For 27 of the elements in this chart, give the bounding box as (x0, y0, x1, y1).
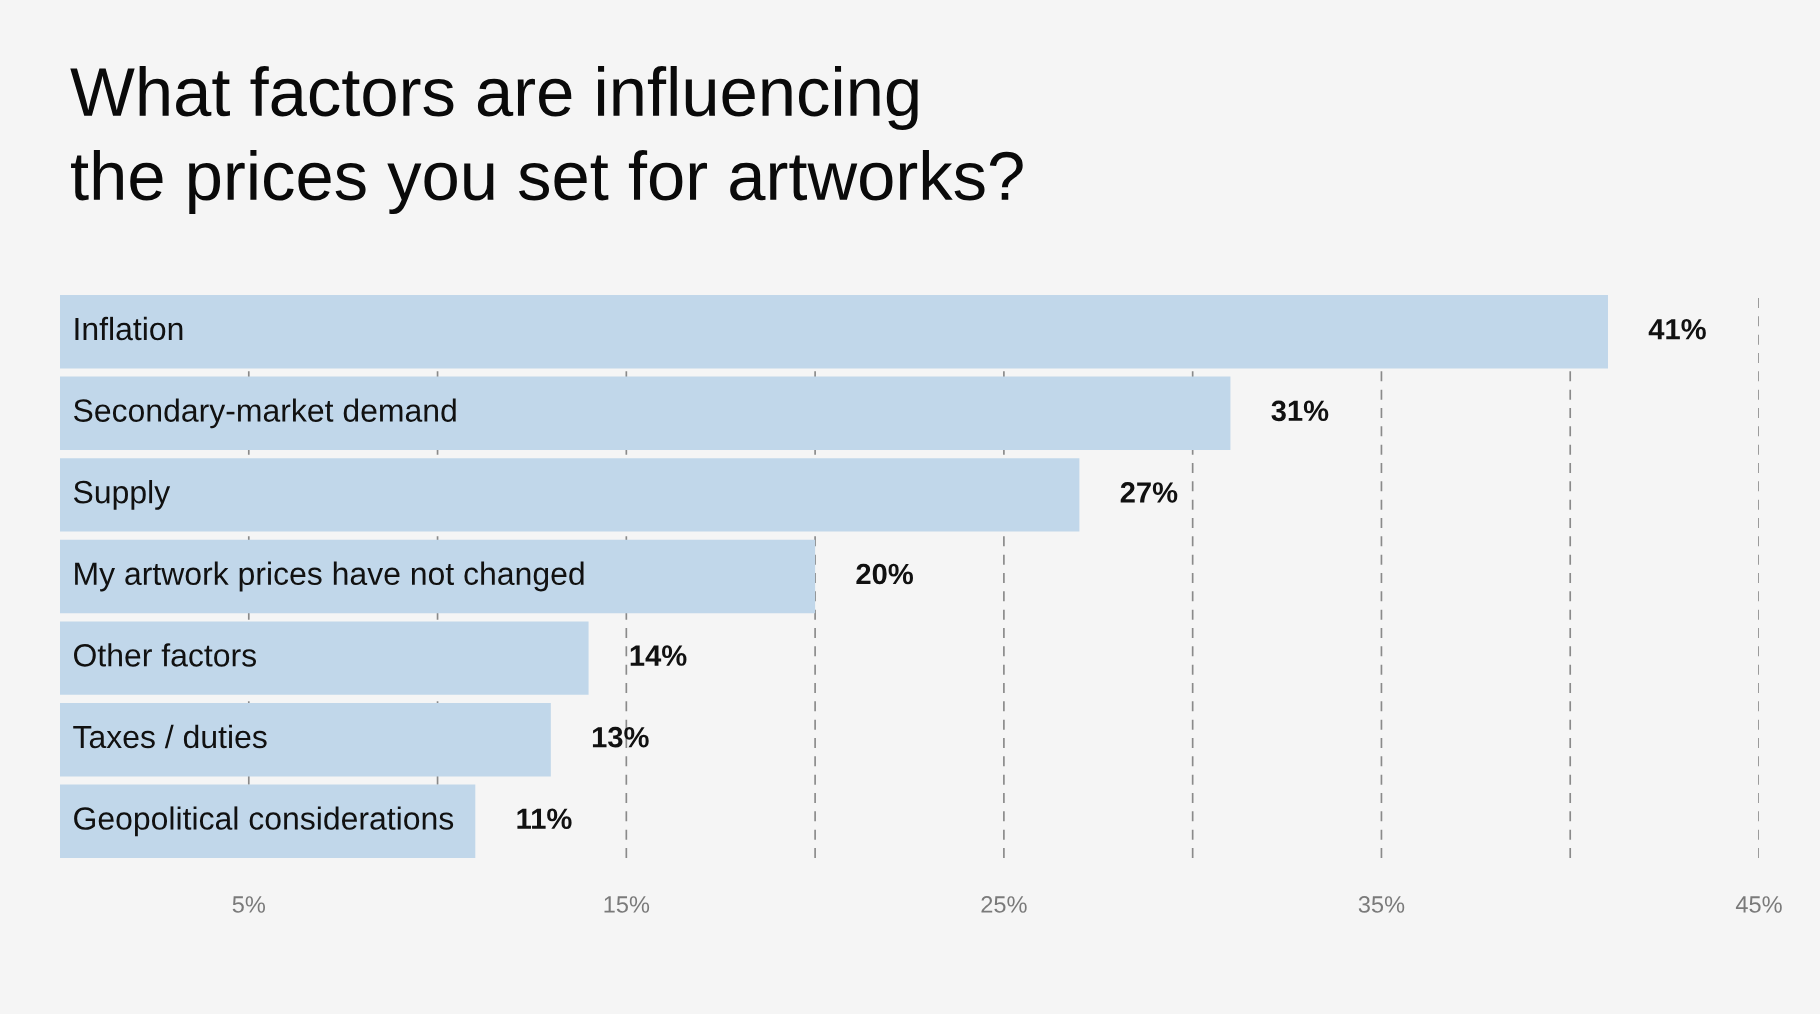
x-tick-label: 15% (604, 896, 650, 913)
chart-title: What factors are influencing the prices you set for artworks? (70, 66, 1023, 215)
data-label: 14% (630, 645, 687, 666)
x-tick-label: 45% (1735, 896, 1782, 913)
data-label: 41% (1648, 318, 1706, 340)
data-label: 13% (592, 726, 649, 748)
x-tick-label: 35% (1358, 896, 1405, 913)
bar (60, 702, 551, 777)
data-label: 11% (517, 808, 572, 830)
y-tick-label: Inflation (75, 316, 183, 341)
y-tick-label: Secondary-market demand (73, 398, 456, 429)
x-tick-label: 25% (981, 896, 1027, 913)
x-tick-label: 5% (232, 896, 265, 913)
data-label: 20% (856, 563, 913, 585)
y-tick-label: Taxes / duties (73, 724, 267, 749)
bar (60, 458, 1080, 532)
bar (60, 376, 1231, 451)
y-tick-label: My artwork prices have not changed (75, 561, 584, 592)
y-tick-label: Supply (73, 480, 171, 510)
y-tick-label: Other factors (74, 643, 256, 667)
data-label: 27% (1120, 482, 1178, 503)
data-label: 31% (1271, 400, 1329, 422)
bar (60, 784, 476, 858)
bar (60, 621, 589, 695)
y-tick-label: Geopolitical considerations (74, 806, 454, 837)
bar (60, 295, 1608, 369)
bar (60, 539, 816, 614)
